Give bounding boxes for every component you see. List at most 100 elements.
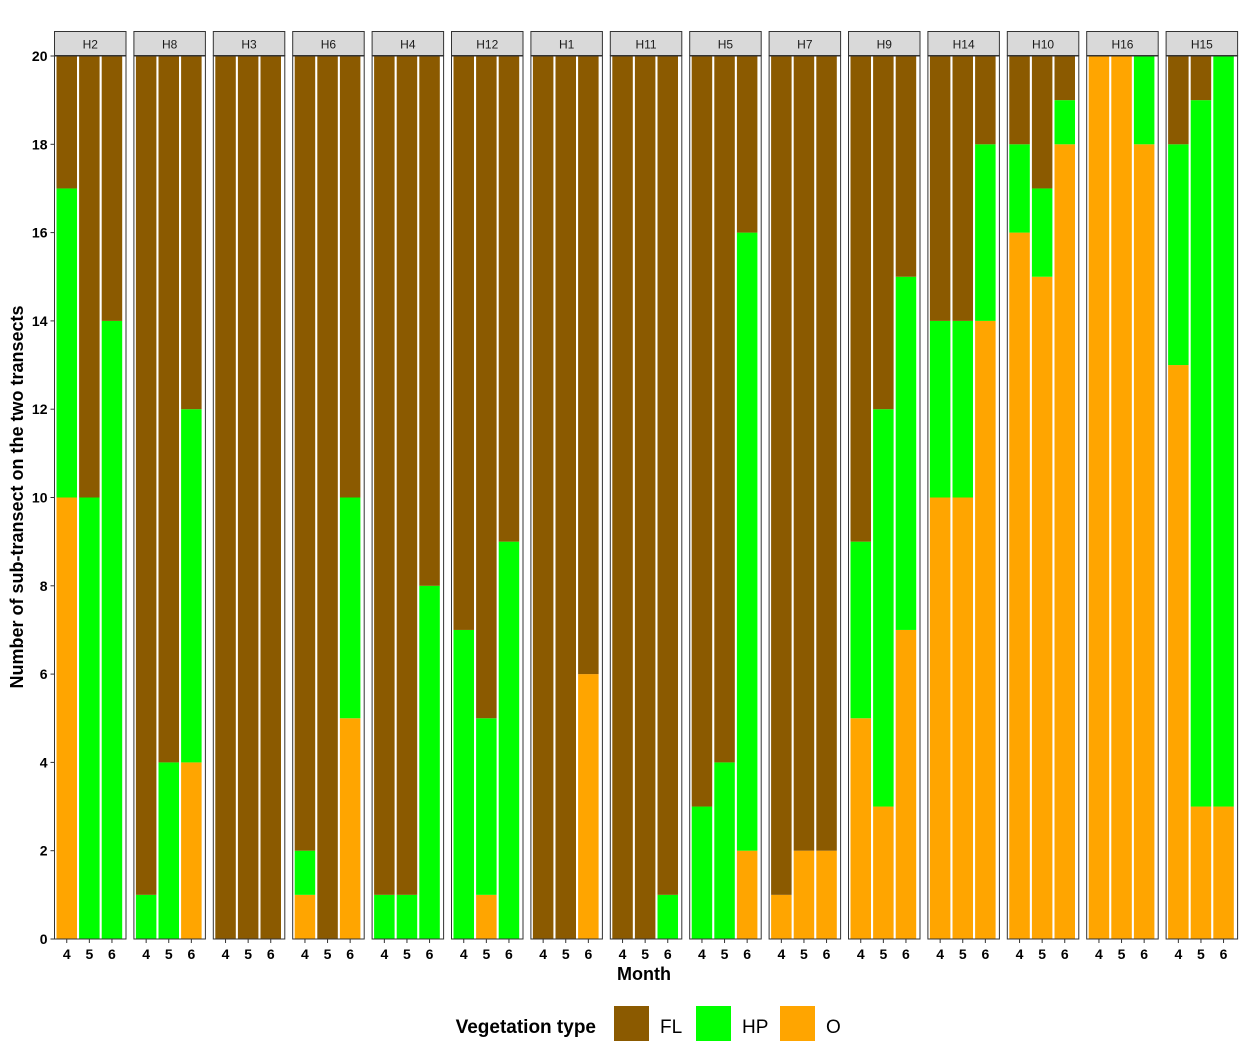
bar-h10-m6-o [1054, 144, 1075, 940]
bar-h14-m4-fl [929, 56, 951, 321]
x-tick-label: 4 [380, 946, 388, 962]
bar-h5-m5-hp [714, 762, 735, 939]
bar-h7-m5-o [793, 850, 815, 939]
x-tick-label: 6 [1061, 946, 1069, 962]
bar-h14-m6-o [975, 320, 996, 939]
bar-h14-m5-hp [952, 320, 973, 498]
y-tick-label: 16 [32, 225, 48, 241]
bar-h5-m4-fl [691, 56, 713, 807]
legend-key-fl [614, 1006, 649, 1041]
x-tick-label: 6 [902, 946, 910, 962]
bar-h14-m5-o [952, 497, 973, 939]
facet-strip [689, 31, 762, 56]
legend-key-o [780, 1006, 815, 1041]
panel-border [689, 55, 762, 940]
legend-label-fl: FL [660, 1017, 682, 1038]
facet-strip [927, 31, 1000, 56]
facet-strip-label: H15 [1191, 38, 1213, 52]
facet-panel-h15: H15 4 5 6 [1165, 31, 1239, 962]
y-tick-label: 0 [40, 931, 48, 947]
bar-h4-m6-fl [419, 56, 440, 586]
bar-h12-m4-fl [453, 56, 474, 630]
bar-h4-m5-hp [396, 894, 418, 939]
bar-h9-m4-hp [850, 541, 871, 719]
bar-h14-m5-fl [952, 56, 973, 321]
panel-border [371, 55, 445, 940]
bar-h9-m4-o [850, 718, 871, 939]
bar-h12-m6-fl [498, 56, 520, 542]
y-tick-label: 20 [32, 48, 48, 64]
x-tick-label: 6 [743, 946, 751, 962]
bar-h7-m4-o [771, 894, 792, 939]
bar-h4-m6-hp [419, 585, 440, 939]
legend-label-o: O [826, 1017, 841, 1038]
bar-h5-m6-hp [736, 232, 758, 851]
bar-h4-m5-fl [396, 56, 418, 895]
facet-panel-h1: H1 4 5 6 [530, 31, 603, 962]
panel-border [292, 55, 365, 940]
facet-panel-h11: H11 4 5 6 [609, 31, 683, 962]
bar-h9-m6-fl [895, 56, 917, 277]
panel-border [927, 55, 1000, 940]
x-tick-label: 4 [1016, 946, 1024, 962]
x-tick-label: 5 [1197, 946, 1205, 962]
bar-h2-m6-fl [101, 56, 123, 321]
bar-h16-m6-o [1133, 144, 1155, 940]
x-tick-label: 4 [1095, 946, 1103, 962]
facet-strip [1165, 31, 1239, 56]
x-tick-label: 5 [879, 946, 887, 962]
bar-h10-m4-o [1009, 232, 1030, 940]
y-tick-label: 14 [32, 313, 48, 329]
bar-h10-m4-hp [1009, 144, 1030, 233]
legend-key-hp [696, 1006, 731, 1041]
bar-h10-m5-fl [1031, 56, 1053, 189]
bar-h15-m6-hp [1213, 56, 1234, 807]
legend: Vegetation type FL HP O [456, 1006, 841, 1041]
y-tick-label: 18 [32, 136, 48, 152]
bar-h6-m6-hp [339, 497, 361, 719]
y-tick-label: 4 [40, 754, 48, 770]
panel-border [530, 55, 603, 940]
facet-panel-h9: H9 4 5 6 [848, 31, 921, 962]
bar-h2-m4-fl [56, 56, 77, 189]
bar-h10-m6-fl [1054, 56, 1075, 101]
bar-h2-m4-hp [56, 188, 77, 498]
bar-h16-m5-o [1111, 56, 1132, 939]
bar-h9-m6-hp [895, 276, 917, 630]
bar-h3-m5-fl [237, 56, 259, 939]
legend-label-hp: HP [742, 1017, 768, 1038]
facet-strip [1086, 31, 1159, 56]
y-tick-label: 12 [32, 401, 48, 417]
x-tick-label: 5 [562, 946, 570, 962]
x-tick-label: 4 [63, 946, 71, 962]
panel-border [768, 55, 842, 940]
bar-h14-m4-o [929, 497, 951, 939]
facet-panel-h4: H4 4 5 6 [371, 31, 445, 962]
x-tick-label: 6 [187, 946, 195, 962]
x-axis-title: Month [617, 964, 671, 984]
bar-h12-m6-hp [498, 541, 520, 939]
facet-strip-label: H2 [83, 38, 99, 52]
facet-strip-label: H8 [162, 38, 178, 52]
bar-h2-m5-fl [79, 56, 100, 498]
bar-h2-m4-o [56, 497, 77, 939]
bar-h8-m5-hp [158, 762, 179, 939]
bar-h5-m6-fl [736, 56, 758, 233]
facet-panel-h3: H3 4 5 6 [212, 31, 286, 962]
facet-strip-label: H14 [953, 38, 975, 52]
x-tick-label: 6 [108, 946, 116, 962]
bar-h3-m6-fl [260, 56, 281, 939]
x-tick-label: 5 [85, 946, 93, 962]
bar-h7-m6-fl [816, 56, 837, 851]
panel-border [212, 55, 286, 940]
bar-h15-m4-o [1168, 365, 1189, 939]
facet-strip-label: H11 [635, 38, 656, 52]
bar-h6-m4-fl [294, 56, 316, 851]
bar-h6-m4-hp [294, 850, 316, 895]
x-tick-label: 6 [426, 946, 434, 962]
facet-panel-h8: H8 4 5 6 [133, 31, 206, 962]
x-tick-label: 6 [267, 946, 275, 962]
x-tick-label: 6 [1220, 946, 1228, 962]
x-tick-label: 5 [403, 946, 411, 962]
